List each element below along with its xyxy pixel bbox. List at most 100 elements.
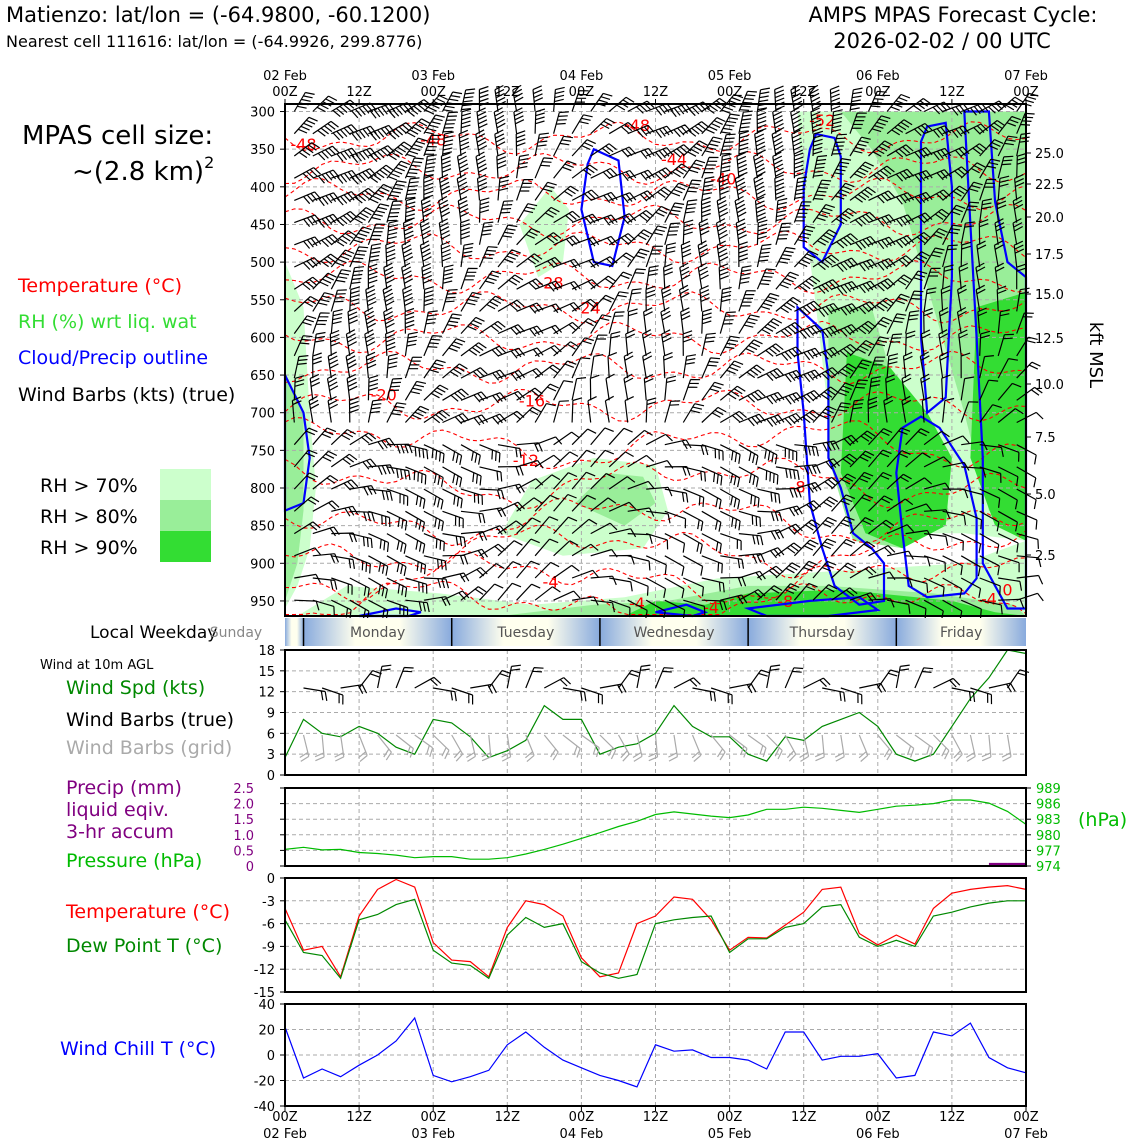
wind-barb (831, 257, 859, 273)
wind-barb (590, 214, 618, 226)
wind-barb (790, 107, 803, 134)
wind-barb (942, 435, 970, 446)
grid-wind-barb (299, 734, 310, 762)
wind-barb (442, 510, 464, 529)
temperature-contour-label: -48 (290, 135, 316, 154)
wind-barb (404, 380, 427, 401)
wind-barb (886, 333, 903, 357)
wind-barb (438, 218, 451, 245)
wind-barb (683, 101, 711, 117)
grid-wind-barb (895, 734, 915, 758)
wind-barb (775, 583, 800, 601)
bottom-date-label: 06 Feb (856, 1127, 900, 1140)
wind-barb (442, 444, 463, 466)
wind-barb (997, 155, 1014, 179)
wind-barb (812, 538, 837, 557)
temperature-contour-label: -8 (790, 477, 806, 496)
wind-barb (312, 450, 338, 468)
wind-barb (701, 308, 712, 334)
wind-barb (942, 185, 968, 201)
wind-barb (664, 242, 677, 268)
wind-barb (497, 483, 525, 494)
surface-wind-barb (970, 687, 993, 705)
wind-barb (457, 196, 470, 223)
wind-barb (571, 428, 597, 446)
grid-wind-barb (466, 734, 476, 762)
wind-barb (756, 268, 776, 290)
wind-barb (701, 488, 722, 510)
wind-barb (923, 430, 950, 446)
surface-wind-barb (377, 664, 392, 689)
wind-barb (386, 377, 403, 401)
wind-barb (571, 114, 593, 135)
rh80-label: RH > 80% (40, 506, 138, 528)
wind-barb (794, 519, 820, 535)
wind-barb (960, 577, 982, 598)
wind-barb (812, 560, 837, 579)
wind-barb (368, 510, 391, 528)
temperature-contour (284, 497, 1027, 547)
wind-barb (719, 360, 744, 379)
wind-barb (440, 240, 452, 268)
wind-barb (442, 412, 470, 425)
top-date-label: 05 Feb (708, 69, 752, 84)
wind-barb (590, 334, 608, 357)
wind-barb (641, 329, 652, 357)
wind-barb (608, 427, 633, 446)
wind-barb (793, 582, 818, 601)
wind-barb (905, 191, 933, 205)
wind-barb (701, 444, 724, 461)
wind-barb (1014, 174, 1025, 201)
bottom-hour-label: 00Z (569, 1110, 595, 1125)
wind-barb (590, 235, 618, 246)
wind-barb (901, 395, 912, 423)
wind-barb (868, 519, 895, 535)
surface-wind-barb (766, 664, 781, 689)
y-tick-label: 0 (267, 1049, 275, 1064)
temperature-contour (284, 203, 1027, 238)
kft-tick-label: 2.5 (1035, 549, 1056, 564)
wind-barb (515, 130, 526, 157)
wind-barb (312, 331, 326, 356)
wind-barb (293, 427, 318, 446)
wind-barb (386, 220, 399, 245)
kft-tick-label: 12.5 (1035, 332, 1064, 347)
wind-barb (757, 585, 783, 601)
wind-barb (734, 195, 747, 223)
wind-barb (905, 428, 930, 446)
y-tick-label: 20 (258, 1024, 275, 1039)
wind-barb (645, 285, 656, 312)
wind-barb (1016, 555, 1042, 568)
wind-barb (423, 335, 442, 357)
weekday-band (303, 618, 452, 646)
wind-barb (923, 287, 937, 312)
wind-barb (812, 367, 840, 381)
wind-barb (347, 307, 358, 334)
windchill-panel: -40 -20 0 20 40 (254, 998, 1027, 1115)
wind-barb (979, 466, 1002, 483)
bottom-hour-label: 12Z (346, 1110, 372, 1125)
pressure-tick-label: 550 (250, 294, 275, 309)
forecast-cycle-title: AMPS MPAS Forecast Cycle: (809, 3, 1098, 27)
wind-barb (346, 373, 358, 401)
surface-wind-barb (433, 687, 457, 702)
precip-bar (1007, 862, 1026, 866)
wind-barb (478, 246, 498, 268)
wind-barb (294, 214, 322, 227)
wind-barb (479, 392, 507, 404)
wind-barb (979, 599, 1003, 615)
wind-barb (734, 173, 747, 201)
surface-wind-barb (581, 687, 603, 705)
rh70-label: RH > 70% (40, 475, 138, 497)
surface-wind-barb (618, 669, 641, 689)
wind-barb (664, 577, 685, 599)
surface-wind-barb (877, 669, 900, 689)
wind-barb (364, 329, 376, 356)
wind-barb (793, 560, 818, 579)
wind-barbs-true-label: Wind Barbs (true) (66, 709, 234, 731)
wind-barb (460, 367, 488, 379)
wind-barb (979, 555, 1000, 576)
wind-barb (349, 147, 377, 163)
wind-barb (423, 444, 445, 464)
wind-barb (330, 249, 355, 268)
